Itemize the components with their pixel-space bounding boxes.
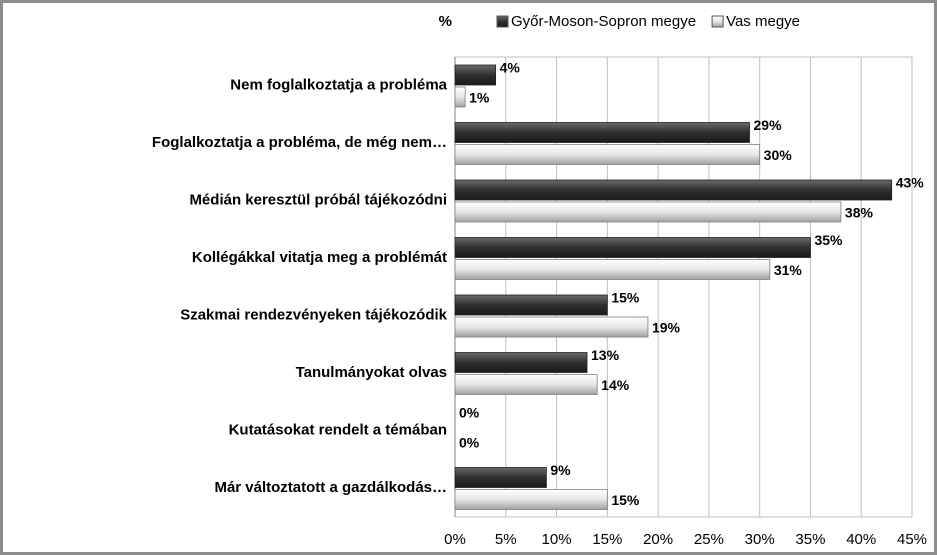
x-tick-label: 35% — [795, 531, 825, 548]
legend-swatch — [711, 15, 724, 28]
bar — [454, 316, 649, 338]
x-tick-label: 30% — [745, 531, 775, 548]
x-tick-label: 5% — [495, 531, 517, 548]
value-label: 35% — [814, 232, 843, 248]
category-label: Kutatásokat rendelt a témában — [229, 422, 447, 439]
bar — [454, 294, 608, 316]
bar — [454, 144, 761, 165]
x-tick-label: 20% — [643, 531, 673, 548]
value-label: 13% — [591, 347, 620, 363]
bar — [454, 122, 750, 143]
value-label: 30% — [764, 147, 793, 163]
x-tick-label: 45% — [897, 531, 927, 548]
value-label: 15% — [611, 290, 640, 306]
x-tick-label: 15% — [592, 531, 622, 548]
value-label: 31% — [774, 262, 803, 278]
category-label: Kollégákkal vitatja meg a problémát — [192, 249, 447, 266]
legend-swatch — [496, 15, 509, 28]
value-label: 29% — [754, 117, 783, 133]
category-label: Tanulmányokat olvas — [296, 364, 447, 381]
x-tick-label: 40% — [846, 531, 876, 548]
value-label: 38% — [845, 205, 874, 221]
bar — [454, 352, 588, 373]
category-label: Médián keresztül próbál tájékozódni — [189, 192, 447, 209]
unit-label: % — [439, 13, 452, 30]
legend-label: Vas megye — [726, 13, 800, 30]
value-label: 4% — [500, 60, 521, 76]
bar — [454, 86, 466, 108]
legend-label: Győr-Moson-Sopron megye — [511, 13, 696, 30]
bar — [454, 201, 842, 223]
value-label: 19% — [652, 320, 681, 336]
bar — [454, 259, 771, 280]
bar — [454, 179, 893, 201]
bar — [454, 467, 547, 488]
value-label: 14% — [601, 377, 630, 393]
x-tick-label: 25% — [694, 531, 724, 548]
value-label: 1% — [469, 90, 490, 106]
category-label: Már változtatott a gazdálkodás… — [214, 479, 447, 496]
bar — [454, 489, 608, 510]
value-label: 9% — [550, 462, 571, 478]
category-label: Foglalkoztatja a probléma, de még nem… — [152, 134, 447, 151]
category-label: Nem foglalkoztatja a probléma — [230, 77, 447, 94]
x-tick-label: 10% — [542, 531, 572, 548]
value-label: 43% — [896, 175, 925, 191]
bar — [454, 374, 598, 395]
value-label: 0% — [459, 405, 480, 421]
value-label: 15% — [611, 492, 640, 508]
value-label: 0% — [459, 435, 480, 451]
category-label: Szakmai rendezvényeken tájékozódik — [180, 307, 447, 324]
bar — [454, 64, 497, 86]
bar — [454, 237, 811, 258]
x-tick-label: 0% — [444, 531, 466, 548]
